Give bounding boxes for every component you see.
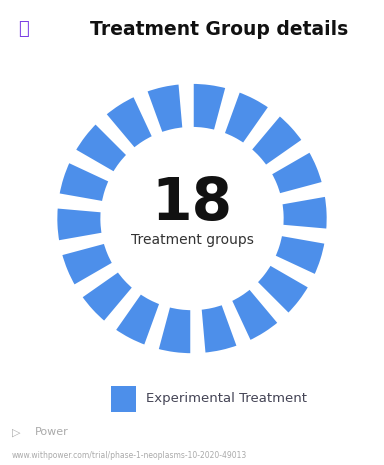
Text: Treatment groups: Treatment groups <box>131 233 253 247</box>
Text: 👥: 👥 <box>18 20 28 38</box>
Wedge shape <box>146 83 184 134</box>
Text: 18: 18 <box>151 174 233 232</box>
Wedge shape <box>58 161 111 203</box>
Text: Experimental Treatment: Experimental Treatment <box>146 392 307 405</box>
Wedge shape <box>114 292 161 347</box>
Wedge shape <box>56 206 103 242</box>
Wedge shape <box>256 264 310 315</box>
Text: Power: Power <box>35 427 68 438</box>
Wedge shape <box>281 195 328 231</box>
Text: Treatment Group details: Treatment Group details <box>90 20 348 39</box>
Wedge shape <box>104 95 154 150</box>
FancyBboxPatch shape <box>111 386 136 412</box>
Wedge shape <box>80 270 134 323</box>
Wedge shape <box>74 122 128 173</box>
Text: ▷: ▷ <box>12 427 20 438</box>
Text: www.withpower.com/trial/phase-1-neoplasms-10-2020-49013: www.withpower.com/trial/phase-1-neoplasm… <box>12 451 247 460</box>
Wedge shape <box>192 82 227 132</box>
Wedge shape <box>200 303 238 354</box>
Wedge shape <box>60 242 114 287</box>
Wedge shape <box>223 90 270 145</box>
Wedge shape <box>273 234 326 276</box>
Wedge shape <box>250 114 304 167</box>
Wedge shape <box>270 150 324 195</box>
Wedge shape <box>157 306 192 355</box>
Wedge shape <box>230 287 280 342</box>
